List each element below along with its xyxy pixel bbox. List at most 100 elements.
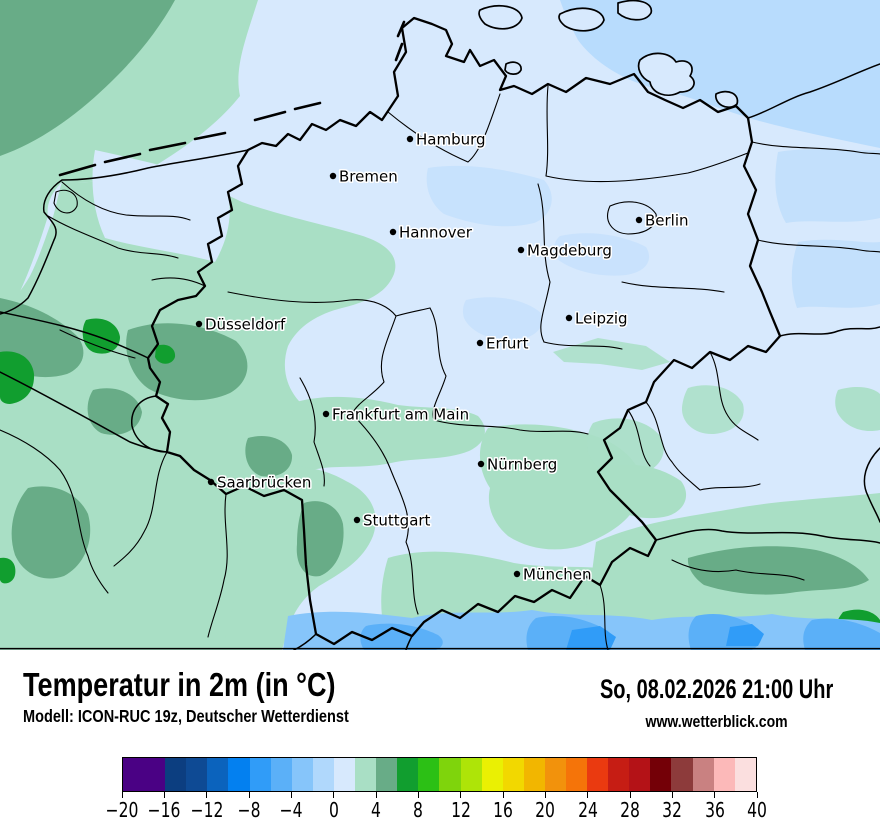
border-line: [709, 351, 759, 441]
temp-region-6c: [0, 351, 35, 404]
colorbar-tick-label: 8: [413, 798, 424, 822]
city-dot: [322, 410, 330, 418]
temp-region--2c: [775, 149, 880, 223]
border-line: [227, 291, 397, 317]
colorbar-tick-label: −12: [190, 798, 224, 822]
city-label: Saarbrücken: [217, 474, 311, 492]
colorbar-tick: [587, 792, 589, 798]
border-line: [779, 326, 880, 337]
colorbar-tick-label: 36: [704, 798, 725, 822]
city-label: Stuttgart: [363, 512, 431, 530]
city-dot: [565, 314, 573, 322]
colorbar-tick: [206, 792, 208, 798]
temp-region-0c: [715, 90, 739, 109]
temp-region--2c: [426, 165, 552, 227]
border-line: [545, 85, 749, 183]
colorbar-segment: [481, 758, 503, 791]
borders-layer: [0, 0, 880, 650]
temp-region-4c: [296, 501, 344, 577]
germany-border: [146, 16, 782, 646]
colorbar-tick-label: 20: [535, 798, 556, 822]
colorbar-segment: [713, 758, 735, 791]
border-line: [863, 447, 880, 523]
border-line: [751, 141, 880, 155]
temp-region-0c: [617, 0, 653, 21]
temperature-shading-layer: [0, 0, 880, 650]
colorbar-segment: [608, 758, 630, 791]
temp-region-6c: [155, 344, 176, 364]
city-label: Bremen: [339, 168, 398, 186]
border-line: [747, 63, 880, 119]
temp-region--6c: [803, 618, 880, 650]
city-label: Nürnberg: [487, 456, 557, 474]
border-line: [429, 307, 447, 421]
temp-region--8c: [566, 626, 616, 650]
city-dot: [476, 339, 484, 347]
colorbar-tick: [290, 792, 292, 798]
colorbar-segment: [312, 758, 334, 791]
colorbar-tick: [460, 792, 462, 798]
border-line: [47, 215, 179, 259]
border-line: [537, 183, 551, 343]
datetime-block: So, 08.02.2026 21:00 Uhr www.wetterblick…: [577, 674, 857, 732]
colorbar-tick: [163, 792, 165, 798]
colorbar-tick-label: −20: [105, 798, 139, 822]
colorbar-segment: [270, 758, 292, 791]
colorbar-tick: [417, 792, 419, 798]
city-dot: [513, 570, 521, 578]
colorbar-tick-label: −8: [237, 798, 261, 822]
temperature-map: Hamburg Bremen Hannover Berlin Magdeburg Düss…: [0, 0, 880, 650]
colorbar-tick: [248, 792, 250, 798]
temp-region--2c: [553, 233, 650, 276]
city-label: Erfurt: [486, 335, 529, 353]
city-dot: [517, 246, 525, 254]
colorbar-segment: [523, 758, 545, 791]
city-dot: [477, 460, 485, 468]
border-line: [0, 429, 61, 471]
colorbar-segment: [355, 758, 377, 791]
border-line: [395, 307, 431, 317]
temp-region-0c: [504, 61, 522, 75]
colorbar-segment: [144, 758, 166, 791]
border-line: [543, 341, 623, 350]
colorbar-tick: [544, 792, 546, 798]
colorbar-segment: [228, 758, 250, 791]
city-label: Hannover: [399, 224, 473, 242]
temp-region-6c: [82, 318, 120, 354]
border-line: [599, 584, 609, 650]
colorbar-segment: [123, 758, 145, 791]
border-line: [607, 201, 657, 235]
temp-region-6c: [0, 557, 16, 584]
city-dot: [635, 216, 643, 224]
border-line: [59, 329, 136, 359]
colorbar-tick-label: 16: [493, 798, 513, 822]
border-line: [0, 149, 249, 315]
border-line: [113, 451, 168, 567]
temp-region-4c: [11, 486, 91, 579]
border-line: [655, 528, 880, 544]
colorbar-tick-label: −16: [147, 798, 181, 822]
city-dot: [329, 172, 337, 180]
colorbar-tick-label: 12: [450, 798, 471, 822]
temp-region-0c: [558, 7, 605, 32]
border-line: [61, 181, 191, 221]
border-line: [53, 189, 78, 214]
colorbar-segment: [671, 758, 693, 791]
wadden-islands: [58, 20, 406, 177]
border-line: [207, 493, 228, 638]
temp-region-2c: [0, 170, 396, 650]
colorbar-segment: [165, 758, 187, 791]
border-line: [389, 467, 419, 615]
colorbar-tick: [121, 792, 123, 798]
colorbar-segment: [333, 758, 356, 791]
border-line: [351, 413, 391, 469]
border-line: [299, 377, 325, 487]
border-line: [151, 277, 206, 287]
city-label: Magdeburg: [527, 242, 612, 260]
temperature-colorbar: [122, 757, 757, 792]
colorbar-tick: [671, 792, 673, 798]
colorbar-segment: [629, 758, 651, 791]
model-info: Modell: ICON-RUC 19z, Deutscher Wetterdi…: [23, 706, 349, 726]
city-markers-layer: Hamburg Bremen Hannover Berlin Magdeburg Düss…: [195, 129, 690, 585]
